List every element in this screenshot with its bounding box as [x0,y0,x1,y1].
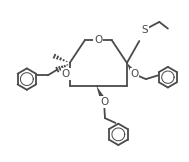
Text: O: O [100,97,108,107]
Text: O: O [94,35,102,45]
Polygon shape [96,86,107,103]
Text: O: O [62,69,70,79]
Text: O: O [130,69,139,79]
Polygon shape [127,63,137,76]
Text: S: S [142,24,148,35]
